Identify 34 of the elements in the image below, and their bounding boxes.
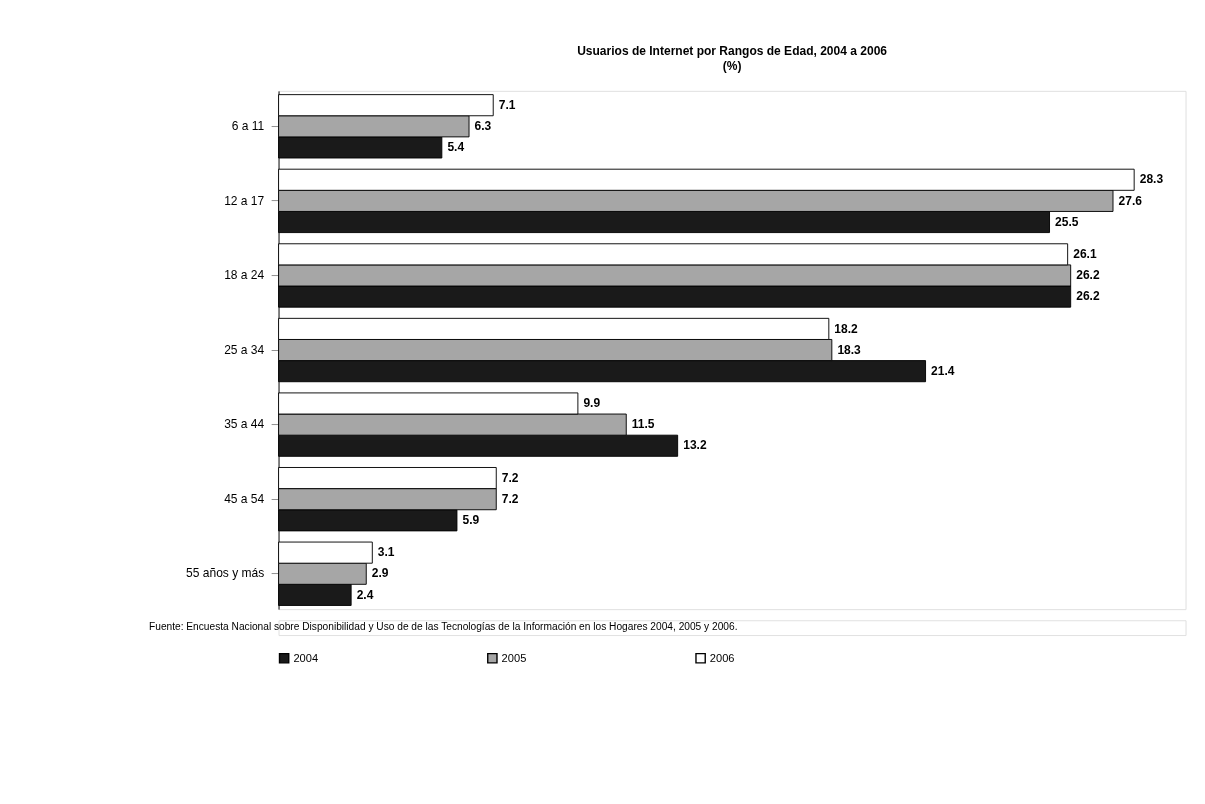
data-label: 7.1 <box>498 97 516 112</box>
data-label: 18.2 <box>834 321 859 336</box>
y-tick-label: 55 años y más <box>186 566 265 581</box>
data-label: 5.9 <box>462 513 480 528</box>
data-label: 6.3 <box>474 119 492 134</box>
chart-subtitle: (%) <box>722 58 742 73</box>
data-label: 2.9 <box>371 566 389 581</box>
data-label: 26.1 <box>1073 247 1097 262</box>
data-label: 18.3 <box>837 342 862 357</box>
data-label: 7.2 <box>501 470 519 485</box>
data-label: 2.4 <box>356 587 374 602</box>
y-tick-label: 12 a 17 <box>224 193 265 208</box>
y-tick-label: 6 a 11 <box>231 119 265 134</box>
data-label: 9.9 <box>583 396 601 411</box>
y-tick-label: 25 a 34 <box>224 342 265 357</box>
legend-label: 2006 <box>709 651 735 664</box>
data-label: 26.2 <box>1076 268 1100 283</box>
data-label: 13.2 <box>683 438 707 453</box>
data-label: 3.1 <box>377 545 395 560</box>
data-label: 5.4 <box>447 140 465 155</box>
legend-label: 2005 <box>501 651 527 664</box>
data-label: 11.5 <box>631 417 655 432</box>
data-label: 7.2 <box>501 491 519 506</box>
source-note: Fuente: Encuesta Nacional sobre Disponibilidad y Uso de de las Tecnologías de la Información en los Hogares 2004, 2005 y 2006. <box>149 621 738 633</box>
y-tick-label: 35 a 44 <box>224 417 265 432</box>
y-tick-label: 18 a 24 <box>224 268 265 283</box>
legend-label: 2004 <box>293 651 319 664</box>
data-label: 27.6 <box>1118 193 1143 208</box>
y-tick-label: 45 a 54 <box>224 491 265 506</box>
data-label: 25.5 <box>1055 214 1079 229</box>
chart-title: Usuarios de Internet por Rangos de Edad, 2004 a 2006 <box>577 43 888 58</box>
data-label: 26.2 <box>1076 289 1100 304</box>
data-label: 21.4 <box>931 363 955 378</box>
data-label: 28.3 <box>1139 172 1164 187</box>
